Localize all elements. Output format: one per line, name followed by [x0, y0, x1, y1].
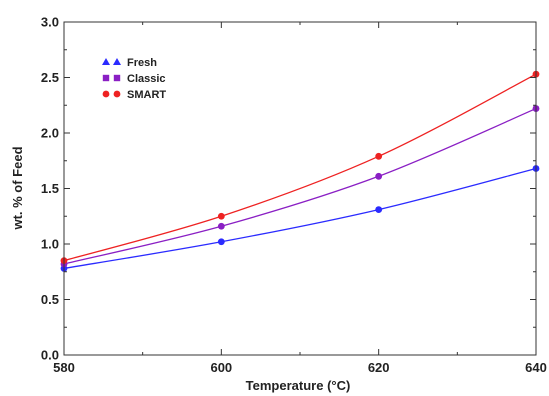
data-point-fresh: [217, 238, 225, 246]
series-line-smart: [63, 73, 537, 262]
legend-label: SMART: [127, 89, 166, 101]
legend-label: Fresh: [127, 57, 157, 69]
y-tick-label: 1.5: [41, 181, 59, 196]
legend-marker-fresh: [102, 58, 110, 65]
legend-marker-fresh: [113, 58, 121, 65]
legend: Fresh Classic SMART: [102, 57, 166, 101]
series-line-classic: [63, 107, 537, 265]
legend-marker-smart: [113, 90, 121, 98]
y-tick-label: 0.0: [41, 348, 59, 363]
data-point-smart: [375, 152, 383, 160]
x-tick-label: 620: [368, 360, 390, 375]
data-point-fresh: [375, 206, 383, 213]
legend-item-fresh: Fresh: [102, 57, 157, 69]
axes: [63, 21, 537, 356]
legend-item-smart: SMART: [102, 89, 166, 101]
y-tick-label: 2.0: [41, 126, 59, 141]
data-point-smart: [217, 212, 225, 220]
y-axis-title: wt. % of Feed: [10, 146, 25, 230]
y-tick-label: 1.0: [41, 237, 59, 252]
y-tick-label: 2.5: [41, 70, 59, 85]
y-tick-label: 3.0: [41, 15, 59, 30]
x-axis-title: Temperature (°C): [246, 378, 351, 393]
x-tick-label: 640: [525, 360, 547, 375]
series-lines: [63, 73, 537, 270]
legend-item-classic: Classic: [102, 73, 166, 85]
x-tick-label: 580: [53, 360, 75, 375]
data-point-classic: [217, 222, 225, 230]
x-tick-label: 600: [210, 360, 232, 375]
y-tick-label: 0.5: [41, 292, 59, 307]
data-point-classic: [375, 172, 383, 180]
tick-labels: 0.0 0.5 1.0 1.5 2.0 2.5 3.0 580 600 620 640: [41, 15, 547, 376]
legend-marker-classic: [113, 74, 121, 82]
legend-marker-classic: [102, 74, 110, 82]
legend-marker-smart: [102, 90, 110, 98]
series-line-fresh: [63, 167, 537, 270]
legend-label: Classic: [127, 73, 166, 85]
